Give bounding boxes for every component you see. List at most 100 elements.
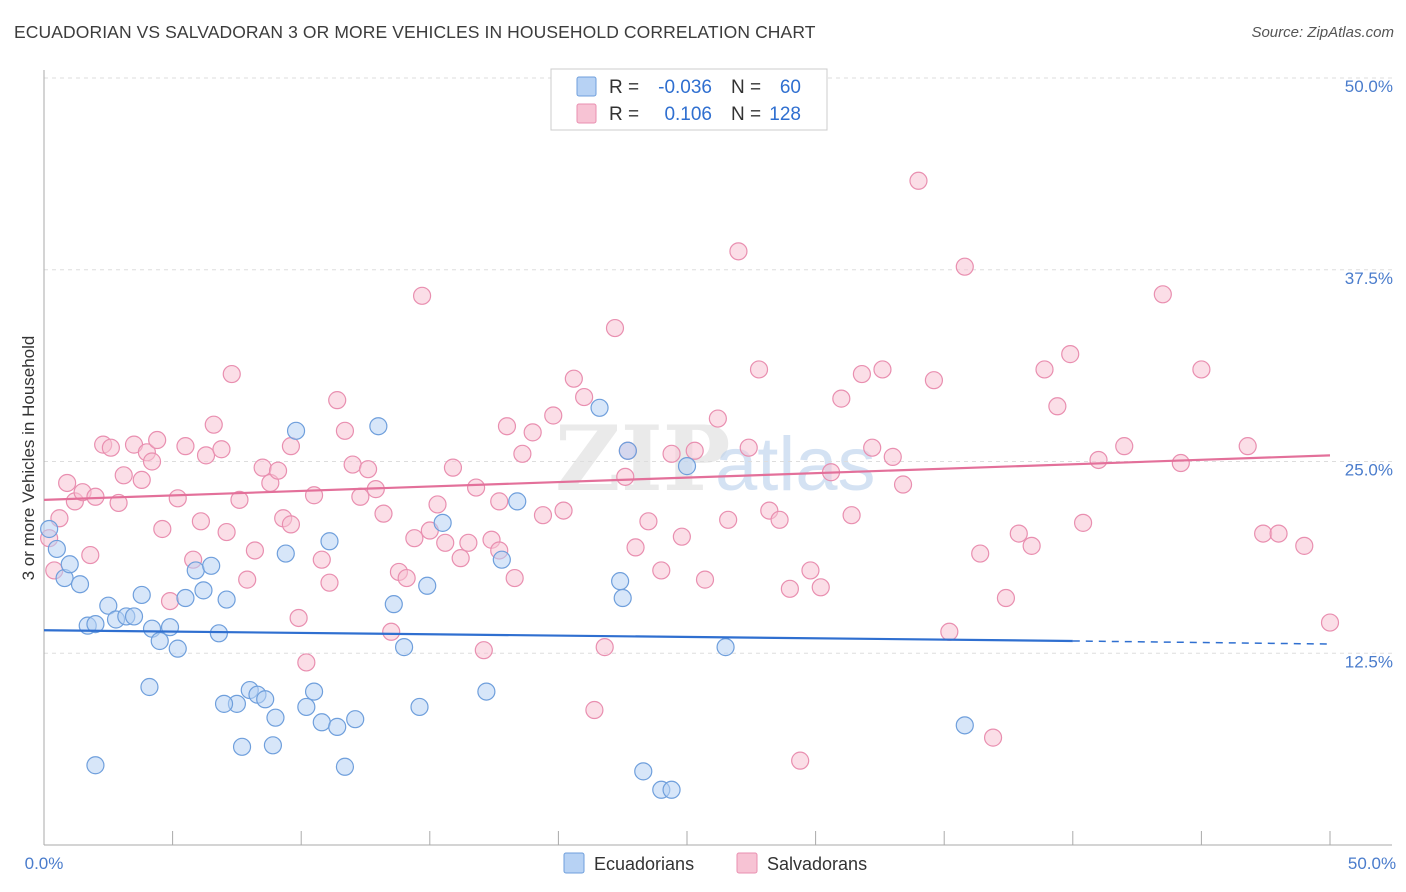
- data-point: [281, 515, 301, 534]
- data-point: [433, 513, 452, 532]
- legend-r-value-1: -0.036: [658, 77, 712, 98]
- legend-n-label-1: N =: [731, 77, 761, 98]
- data-point: [909, 171, 928, 190]
- data-point: [996, 588, 1016, 608]
- data-point: [685, 441, 704, 460]
- data-point: [451, 549, 470, 568]
- data-point: [312, 713, 331, 732]
- ecuadorian-points: [40, 398, 974, 799]
- data-point: [708, 409, 727, 428]
- y-tick-label: 25.0%: [1345, 461, 1393, 480]
- data-point: [351, 487, 370, 506]
- legend-r-value-2: 0.106: [664, 104, 712, 125]
- data-point: [160, 618, 180, 637]
- data-point: [1009, 524, 1028, 543]
- legend-box: [550, 68, 828, 131]
- data-point: [695, 570, 715, 589]
- data-point: [497, 417, 517, 436]
- data-point: [140, 677, 159, 697]
- data-point: [405, 529, 424, 548]
- data-point: [1073, 513, 1093, 532]
- series-legend-label-salvadorans: Salvadorans: [767, 854, 867, 874]
- data-point: [1192, 360, 1211, 379]
- data-point: [842, 506, 861, 525]
- y-axis-label: 3 or more Vehicles in Household: [19, 336, 38, 581]
- data-point: [940, 622, 959, 641]
- data-point: [99, 596, 118, 615]
- data-point: [320, 573, 339, 592]
- data-point: [263, 736, 283, 755]
- salvadoran-points: [40, 171, 1340, 770]
- legend-r-label-1: R =: [609, 77, 639, 98]
- data-point: [443, 458, 463, 477]
- data-point: [595, 638, 614, 657]
- data-point: [176, 588, 195, 608]
- data-point: [232, 737, 252, 756]
- x-tick-label-max: 50.0%: [1348, 854, 1396, 873]
- data-point: [1171, 453, 1190, 473]
- data-point: [729, 242, 748, 261]
- data-point: [1320, 613, 1340, 632]
- series-legend-label-ecuadorians: Ecuadorians: [594, 854, 694, 874]
- data-point: [863, 438, 882, 457]
- legend-n-value-2: 128: [769, 104, 801, 125]
- data-point: [297, 697, 316, 717]
- watermark-zip: ZIP: [555, 406, 730, 512]
- data-point: [672, 527, 691, 546]
- data-point: [1295, 536, 1314, 555]
- data-point: [1022, 536, 1041, 555]
- data-point: [1238, 437, 1257, 456]
- data-point: [328, 391, 347, 410]
- trend-line-ecuadorians: [43, 629, 1073, 643]
- data-point: [770, 510, 789, 529]
- data-point: [266, 708, 285, 727]
- data-point: [204, 415, 223, 434]
- x-tick-label-min: 0.0%: [25, 854, 64, 873]
- data-point: [575, 387, 594, 407]
- data-point: [114, 466, 133, 485]
- data-point: [513, 444, 532, 463]
- data-point: [418, 576, 437, 595]
- data-point: [412, 286, 432, 305]
- data-point: [811, 578, 830, 597]
- data-point: [505, 568, 524, 588]
- data-point: [554, 501, 573, 520]
- data-point: [109, 493, 128, 513]
- data-point: [358, 460, 378, 479]
- data-point: [832, 389, 851, 408]
- data-point: [86, 615, 105, 634]
- data-point: [662, 780, 681, 799]
- trend-lines: [43, 454, 1331, 645]
- data-point: [343, 455, 362, 474]
- data-point: [286, 421, 306, 440]
- data-point: [222, 364, 241, 384]
- data-point: [176, 437, 195, 456]
- data-point: [186, 561, 205, 580]
- data-point: [564, 369, 583, 388]
- data-point: [873, 360, 892, 379]
- data-point: [312, 550, 331, 569]
- data-point: [639, 512, 658, 531]
- data-point: [474, 641, 493, 660]
- stats-legend: R = -0.036 N = 60 R = 0.106 N = 128: [550, 68, 828, 131]
- data-point: [168, 489, 187, 508]
- data-point: [780, 579, 799, 598]
- data-point: [212, 440, 231, 459]
- data-point: [466, 478, 486, 497]
- data-point: [605, 318, 625, 338]
- data-point: [124, 607, 144, 626]
- data-point: [58, 473, 77, 493]
- data-point: [1254, 524, 1273, 543]
- data-point: [369, 417, 388, 436]
- data-point: [230, 490, 249, 509]
- data-point: [160, 591, 180, 611]
- data-point: [276, 544, 295, 563]
- x-axis-ticks: [43, 831, 1331, 845]
- data-point: [492, 550, 511, 569]
- data-point: [613, 588, 632, 608]
- data-point: [194, 581, 213, 600]
- data-point: [410, 697, 429, 717]
- series-legend-swatch-salvadorans: [736, 852, 758, 874]
- data-point: [436, 533, 455, 552]
- data-point: [477, 682, 496, 701]
